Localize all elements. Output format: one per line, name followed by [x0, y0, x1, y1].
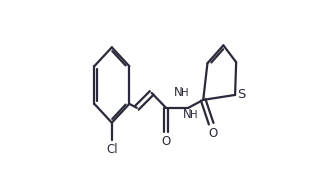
Text: H: H [181, 88, 188, 98]
Text: S: S [237, 88, 245, 101]
Text: H: H [190, 110, 197, 120]
Text: N: N [183, 108, 192, 121]
Text: O: O [162, 135, 171, 148]
Text: N: N [174, 86, 182, 99]
Text: O: O [208, 127, 217, 140]
Text: Cl: Cl [106, 143, 118, 156]
